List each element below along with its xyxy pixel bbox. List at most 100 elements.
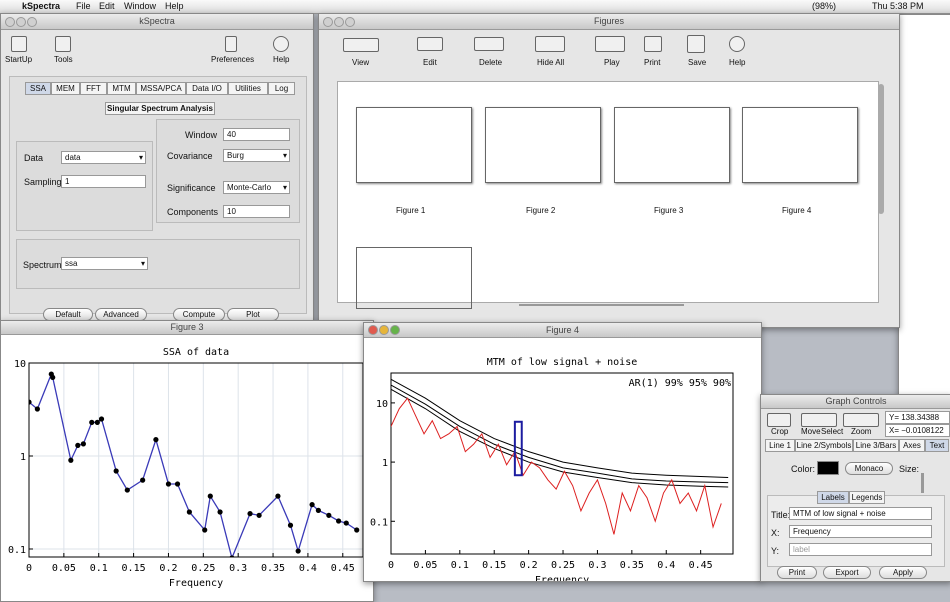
data-point: [217, 509, 223, 515]
close[interactable]: [5, 17, 15, 27]
thumbnail[interactable]: [356, 107, 472, 183]
tab[interactable]: FFT: [80, 82, 107, 95]
delete-icon[interactable]: [474, 37, 504, 51]
thumbnail[interactable]: [485, 107, 601, 183]
spectrum-popup[interactable]: ssa: [61, 257, 148, 270]
data-point: [326, 512, 332, 518]
print-icon[interactable]: [644, 36, 662, 52]
covariance-popup[interactable]: Burg: [223, 149, 290, 162]
x-field[interactable]: Frequency: [789, 525, 932, 538]
close[interactable]: [368, 325, 378, 335]
data-point: [202, 527, 208, 533]
scrollbar[interactable]: [878, 84, 884, 214]
thumbnail-label: Figure 4: [782, 206, 812, 215]
data-point: [275, 493, 281, 499]
data-popup[interactable]: data: [61, 151, 146, 164]
minimize[interactable]: [379, 325, 389, 335]
menu[interactable]: Window: [124, 1, 157, 11]
button[interactable]: Apply: [879, 566, 927, 579]
plot: SSA of data Frequency 0 0.05 0.1 0.15 0.2 0.25 0…: [8, 347, 364, 589]
font-button[interactable]: Monaco: [845, 462, 893, 475]
thumbnail[interactable]: [614, 107, 730, 183]
window-field[interactable]: 40: [223, 128, 290, 141]
x-tick-label: 0.2: [159, 563, 177, 574]
tool-label: Move: [801, 427, 821, 436]
y-field[interactable]: label: [789, 543, 932, 556]
app-menu[interactable]: kSpectra: [22, 1, 61, 11]
save-icon[interactable]: [687, 35, 705, 53]
slider[interactable]: [519, 304, 684, 306]
tab[interactable]: Line 3/Bars: [853, 439, 899, 452]
move-select-icon[interactable]: [801, 413, 837, 427]
x-tick-label: 0.1: [451, 560, 469, 571]
data-point: [75, 442, 81, 448]
tab[interactable]: MSSA/PCA: [136, 82, 186, 95]
play-icon[interactable]: [595, 36, 625, 52]
tab[interactable]: Text: [925, 439, 949, 452]
button[interactable]: Print: [777, 566, 817, 579]
label: Y:: [771, 546, 780, 556]
thumbnail[interactable]: [356, 247, 472, 309]
tab[interactable]: SSA: [25, 82, 51, 95]
menu[interactable]: Edit: [99, 1, 115, 11]
significance-popup[interactable]: Monte-Carlo: [223, 181, 290, 194]
x-tick-label: 0.05: [413, 560, 437, 571]
button[interactable]: Export: [823, 566, 871, 579]
graph-controls: Graph Controls Crop Move Select Zoom Y= …: [760, 394, 950, 582]
toolbar-label: Help: [729, 58, 746, 67]
title-field[interactable]: MTM of low signal + noise: [789, 507, 932, 520]
components-field[interactable]: 10: [223, 205, 290, 218]
view-icon[interactable]: [343, 38, 379, 52]
tab[interactable]: Utilities: [228, 82, 268, 95]
subtab[interactable]: Labels: [817, 491, 849, 504]
tab[interactable]: Log: [268, 82, 295, 95]
tab[interactable]: Data I/O: [186, 82, 228, 95]
tab[interactable]: MEM: [51, 82, 80, 95]
minimize[interactable]: [16, 17, 26, 27]
plot-frame: [28, 362, 364, 558]
data-layer: [29, 371, 360, 557]
y-tick-label: 1: [20, 452, 26, 463]
menu[interactable]: File: [76, 1, 91, 11]
tab[interactable]: MTM: [107, 82, 136, 95]
x-tick-label: 0.35: [620, 560, 644, 571]
crop-icon[interactable]: [767, 413, 791, 427]
data-point: [247, 511, 253, 517]
x-tick-label: 0.3: [588, 560, 606, 571]
x-tick-label: 0.35: [261, 563, 285, 574]
prefs-icon[interactable]: [225, 36, 237, 52]
x-tick-label: 0.4: [657, 560, 675, 571]
label: Color:: [791, 464, 816, 474]
tools-icon[interactable]: [55, 36, 71, 52]
hide-icon[interactable]: [535, 36, 565, 52]
edit-icon[interactable]: [417, 37, 443, 51]
minimize[interactable]: [334, 17, 344, 27]
toolbar-label: View: [352, 58, 370, 67]
zoom[interactable]: [390, 325, 400, 335]
help-icon[interactable]: [729, 36, 745, 52]
thumbnail[interactable]: [742, 107, 858, 183]
data-point: [124, 487, 130, 493]
help-icon[interactable]: [273, 36, 289, 52]
data-layer: [391, 378, 729, 535]
zoom-icon[interactable]: [843, 413, 879, 427]
zoom[interactable]: [345, 17, 355, 27]
sampling-field[interactable]: 1: [61, 175, 146, 188]
tab[interactable]: Line 1: [765, 439, 795, 452]
tab[interactable]: Axes: [899, 439, 925, 452]
annotation: AR(1) 99% 95% 90%: [629, 378, 731, 389]
subtab[interactable]: Legends: [849, 491, 885, 504]
color-well[interactable]: [817, 461, 839, 475]
figures-window: Figures View Edit Delete Hide All Play P…: [318, 13, 900, 328]
data-point: [354, 527, 360, 533]
button[interactable]: Plot: [227, 308, 279, 321]
tab[interactable]: Line 2/Symbols: [795, 439, 853, 452]
x-tick-label: 0.2: [520, 560, 538, 571]
startup-icon[interactable]: [11, 36, 27, 52]
menu[interactable]: Help: [165, 1, 184, 11]
zoom[interactable]: [27, 17, 37, 27]
label: Significance: [167, 183, 216, 193]
size-slider[interactable]: [921, 473, 924, 493]
close[interactable]: [323, 17, 333, 27]
toolbar-label: Play: [604, 58, 620, 67]
